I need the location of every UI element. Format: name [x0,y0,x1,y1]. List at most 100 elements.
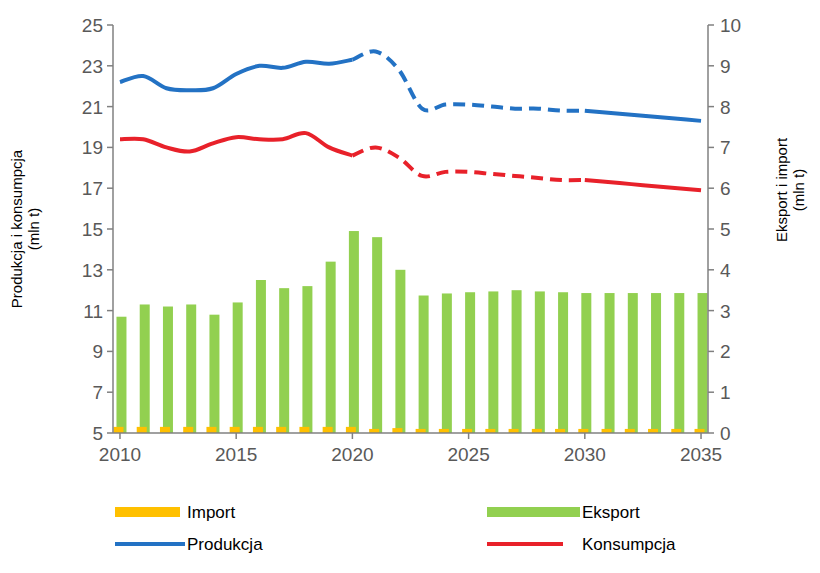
bar [419,296,429,433]
y-tick-label: 7 [92,382,103,403]
y2-tick [708,65,714,67]
y2-tick [708,351,714,353]
bar [302,286,312,433]
y-tick [107,106,113,108]
bar [163,307,173,433]
y2-tick-label: 5 [720,219,731,240]
y-tick [107,351,113,353]
axes: 2010201520202025203020355791113151719212… [82,15,741,465]
bar [160,427,170,433]
y2-axis-label: Eksport i import [773,137,790,242]
bar [558,292,568,433]
bar [323,427,333,433]
y-tick-label: 15 [82,219,103,240]
bar [209,315,219,433]
y-tick-label: 13 [82,260,103,281]
bar [113,427,123,433]
x-tick [119,433,121,439]
y-tick [107,24,113,26]
bar [186,304,196,433]
y2-tick [708,106,714,108]
bar [253,427,263,433]
y2-tick-label: 10 [720,15,741,36]
bar [628,293,638,433]
y-tick-label: 5 [92,423,103,444]
y2-tick [708,228,714,230]
bar [581,293,591,433]
bar [326,262,336,433]
x-axis-line [113,432,708,434]
y-tick [107,432,113,434]
bar [346,427,356,433]
y2-tick-label: 2 [720,341,731,362]
bar [442,293,452,433]
bar [395,270,405,433]
bar [116,317,126,433]
y-tick-label: 25 [82,15,103,36]
y2-tick-label: 8 [720,97,731,118]
y-axis-label: Produkcja i konsumpcja [8,149,25,308]
y2-tick-label: 0 [720,423,731,444]
bar [206,427,216,433]
y-tick [107,310,113,312]
legend-label: Konsumpcja [582,535,676,554]
bar [349,231,359,433]
y-tick [107,228,113,230]
x-tick [468,433,470,439]
y2-tick [708,432,714,434]
bar [183,427,193,433]
bar [256,280,266,433]
y-tick [107,391,113,393]
y-tick-label: 19 [82,137,103,158]
legend-swatch [487,542,563,546]
x-tick [235,433,237,439]
bar [299,427,309,433]
y2-tick [708,391,714,393]
y-tick [107,147,113,149]
x-tick-label: 2015 [215,444,257,465]
y2-tick-label: 3 [720,301,731,322]
bar [233,302,243,433]
y-tick-label: 21 [82,97,103,118]
x-tick-label: 2020 [331,444,373,465]
legend-label: Eksport [582,503,640,522]
y2-tick [708,147,714,149]
line [120,133,352,156]
y2-axis-label: (mln t) [790,169,807,212]
legend-swatch [115,507,180,517]
plot-area [113,51,707,433]
bar [698,293,708,433]
line [352,51,584,111]
bar [230,427,240,433]
bar [512,290,522,433]
bar [674,293,684,433]
x-tick [352,433,354,439]
legend-swatch [115,542,185,546]
x-tick-label: 2030 [564,444,606,465]
y2-tick [708,269,714,271]
y2-tick [708,187,714,189]
y-tick-label: 17 [82,178,103,199]
y2-tick-label: 1 [720,382,731,403]
y2-tick-label: 6 [720,178,731,199]
legend-label: Import [187,503,235,522]
bar [140,304,150,433]
y2-tick-label: 4 [720,260,731,281]
y2-tick-label: 9 [720,56,731,77]
bar [651,293,661,433]
y2-tick [708,24,714,26]
y-tick [107,187,113,189]
x-tick [584,433,586,439]
legend-label: Produkcja [187,535,263,554]
legend: Import Eksport Produkcja Konsumpcja [115,503,676,554]
y2-tick-label: 7 [720,137,731,158]
y-tick-label: 9 [92,341,103,362]
y-tick [107,269,113,271]
bar [488,291,498,433]
line [585,111,701,121]
bar [605,293,615,433]
x-tick-label: 2010 [99,444,141,465]
bar [137,427,147,433]
line [352,147,584,180]
bar [276,427,286,433]
